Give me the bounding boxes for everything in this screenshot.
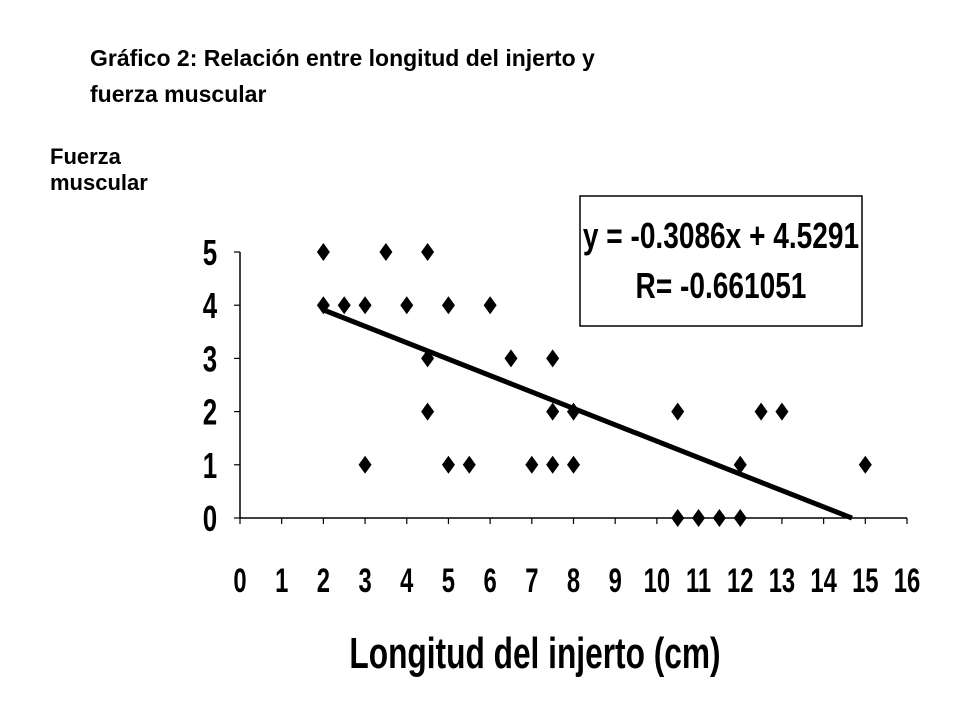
y-tick-label: 0 xyxy=(203,499,217,539)
y-axis-label-line-2: muscular xyxy=(50,170,148,195)
x-tick-label: 16 xyxy=(894,562,920,600)
data-point xyxy=(462,455,476,474)
x-tick-label: 5 xyxy=(442,562,455,600)
y-tick-label: 1 xyxy=(203,446,217,486)
x-tick-label: 12 xyxy=(727,562,753,600)
data-point xyxy=(400,296,414,315)
data-point xyxy=(358,296,372,315)
x-tick-label: 10 xyxy=(644,562,670,600)
data-point xyxy=(567,402,580,421)
chart-title: Gráfico 2: Relación entre longitud del i… xyxy=(90,40,810,112)
data-points xyxy=(316,243,872,527)
data-point xyxy=(546,402,560,421)
equation-box-frame xyxy=(579,195,863,327)
x-tick-label: 4 xyxy=(400,562,414,600)
x-tick-label: 9 xyxy=(609,562,622,600)
x-tick-label: 3 xyxy=(358,562,371,600)
data-point xyxy=(525,455,539,474)
trendline-equation: y = -0.3086x + 4.5291 xyxy=(583,216,859,256)
x-tick-label: 0 xyxy=(233,562,246,600)
data-point xyxy=(754,402,768,421)
data-point xyxy=(441,455,455,474)
data-point xyxy=(421,243,435,261)
trendline-group xyxy=(322,307,853,521)
y-axis-label-line-1: Fuerza xyxy=(50,144,121,169)
data-point xyxy=(316,243,330,261)
x-axis-ticks: 0 1 2 3 4 5 6 7 8 9 10 11 12 13 14 15 16 xyxy=(233,518,920,600)
x-tick-label: 11 xyxy=(686,562,711,600)
data-point xyxy=(733,509,747,527)
x-tick-label: 14 xyxy=(810,562,837,600)
equation-box: y = -0.3086x + 4.5291 R= -0.661051 xyxy=(579,195,863,327)
data-point xyxy=(671,509,685,527)
x-tick-label: 7 xyxy=(525,562,538,600)
data-point xyxy=(692,509,706,527)
data-point xyxy=(567,455,580,474)
data-point xyxy=(337,296,351,315)
trendline xyxy=(322,307,853,521)
data-point xyxy=(775,402,789,421)
y-tick-label: 2 xyxy=(203,392,217,432)
data-point xyxy=(483,296,497,315)
correlation-label: R= -0.661051 xyxy=(636,266,807,306)
data-point xyxy=(441,296,455,315)
y-tick-label: 3 xyxy=(203,339,217,379)
data-point xyxy=(379,243,393,261)
chart-title-line-1: Gráfico 2: Relación entre longitud del i… xyxy=(90,45,595,71)
chart-title-line-2: fuerza muscular xyxy=(90,81,267,107)
y-axis-label: Fuerza muscular xyxy=(50,144,148,196)
data-point xyxy=(733,455,747,474)
x-tick-label: 2 xyxy=(317,562,330,600)
data-point xyxy=(504,349,518,368)
data-point xyxy=(421,349,435,368)
x-tick-label: 8 xyxy=(567,562,580,600)
x-tick-label: 13 xyxy=(769,562,795,600)
y-axis-ticks: 0 1 2 3 4 5 xyxy=(203,233,240,539)
data-point xyxy=(546,455,560,474)
x-tick-label: 15 xyxy=(852,562,878,600)
x-tick-label: 1 xyxy=(275,562,288,600)
data-point xyxy=(421,402,435,421)
data-point xyxy=(712,509,726,527)
data-point xyxy=(358,455,372,474)
y-tick-label: 5 xyxy=(203,233,217,273)
data-point xyxy=(858,455,872,474)
data-point xyxy=(316,296,330,315)
data-point xyxy=(671,402,685,421)
y-tick-label: 4 xyxy=(203,286,218,326)
data-point xyxy=(546,349,560,368)
x-tick-label: 6 xyxy=(484,562,497,600)
x-axis-label: Longitud del injerto (cm) xyxy=(349,629,720,678)
